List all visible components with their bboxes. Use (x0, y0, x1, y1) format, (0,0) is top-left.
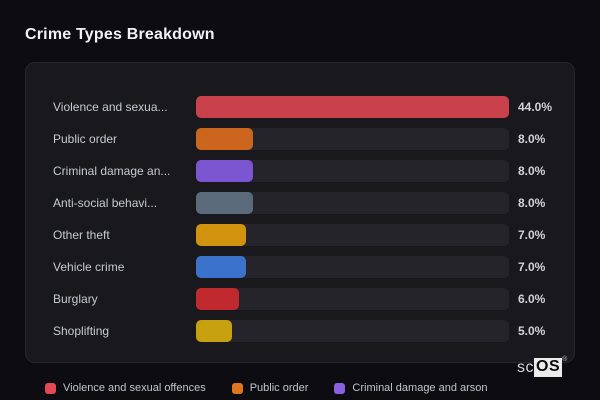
bar-category-label: Violence and sexua... (53, 100, 168, 114)
scos-watermark: sc OS ® (517, 356, 568, 377)
bar-track (196, 128, 509, 150)
bar-category-label: Anti-social behavi... (53, 196, 158, 210)
bar-value-label: 7.0% (518, 260, 546, 274)
bar-fill[interactable] (196, 288, 239, 310)
legend-item[interactable]: Violence and sexual offences (45, 382, 206, 394)
legend-item-label: Public order (249, 382, 309, 394)
bar-category-label: Public order (53, 132, 118, 146)
bar-fill[interactable] (196, 96, 509, 118)
bar-row: Criminal damage an... 8.0% (26, 155, 574, 187)
legend-swatch-icon (334, 382, 346, 394)
bar-track (196, 192, 509, 214)
bar-category-label: Burglary (53, 292, 98, 306)
bar-fill[interactable] (196, 128, 253, 150)
watermark-logo-box: OS (534, 358, 563, 377)
bar-rows-container: Violence and sexua... 44.0% Public order… (26, 91, 574, 347)
bar-fill[interactable] (196, 160, 253, 182)
bar-track (196, 320, 509, 342)
legend-item-label: Violence and sexual offences (63, 382, 206, 394)
bar-track (196, 96, 509, 118)
crime-types-chart-panel: Violence and sexua... 44.0% Public order… (25, 62, 575, 363)
bar-row: Shoplifting 5.0% (26, 315, 574, 347)
registered-mark: ® (562, 356, 568, 363)
legend-item[interactable]: Criminal damage and arson (334, 382, 488, 394)
bar-track (196, 160, 509, 182)
legend-swatch-icon (45, 382, 56, 394)
bar-row: Anti-social behavi... 8.0% (26, 187, 574, 219)
bar-category-label: Other theft (53, 228, 110, 242)
bar-track (196, 288, 509, 310)
legend-item-label: Criminal damage and arson (352, 382, 488, 394)
legend-swatch-icon (231, 382, 243, 394)
bar-row: Public order 8.0% (26, 123, 574, 155)
bar-category-label: Vehicle crime (53, 260, 125, 274)
bar-value-label: 7.0% (518, 228, 546, 242)
bar-fill[interactable] (196, 320, 232, 342)
bar-fill[interactable] (196, 192, 253, 214)
bar-category-label: Criminal damage an... (53, 164, 171, 178)
bar-value-label: 8.0% (518, 164, 546, 178)
chart-legend: Violence and sexual offences Public orde… (45, 382, 488, 394)
bar-row: Violence and sexua... 44.0% (26, 91, 574, 123)
page-title: Crime Types Breakdown (25, 26, 215, 43)
bar-value-label: 8.0% (518, 196, 546, 210)
bar-value-label: 8.0% (518, 132, 546, 146)
bar-track (196, 224, 509, 246)
bar-track (196, 256, 509, 278)
bar-fill[interactable] (196, 224, 246, 246)
legend-item[interactable]: Public order (231, 382, 309, 394)
bar-value-label: 5.0% (518, 324, 546, 338)
bar-category-label: Shoplifting (53, 324, 110, 338)
watermark-prefix: sc (517, 358, 534, 376)
bar-value-label: 44.0% (518, 100, 553, 114)
bar-value-label: 6.0% (518, 292, 546, 306)
bar-row: Burglary 6.0% (26, 283, 574, 315)
bar-fill[interactable] (196, 256, 246, 278)
bar-row: Other theft 7.0% (26, 219, 574, 251)
bar-row: Vehicle crime 7.0% (26, 251, 574, 283)
